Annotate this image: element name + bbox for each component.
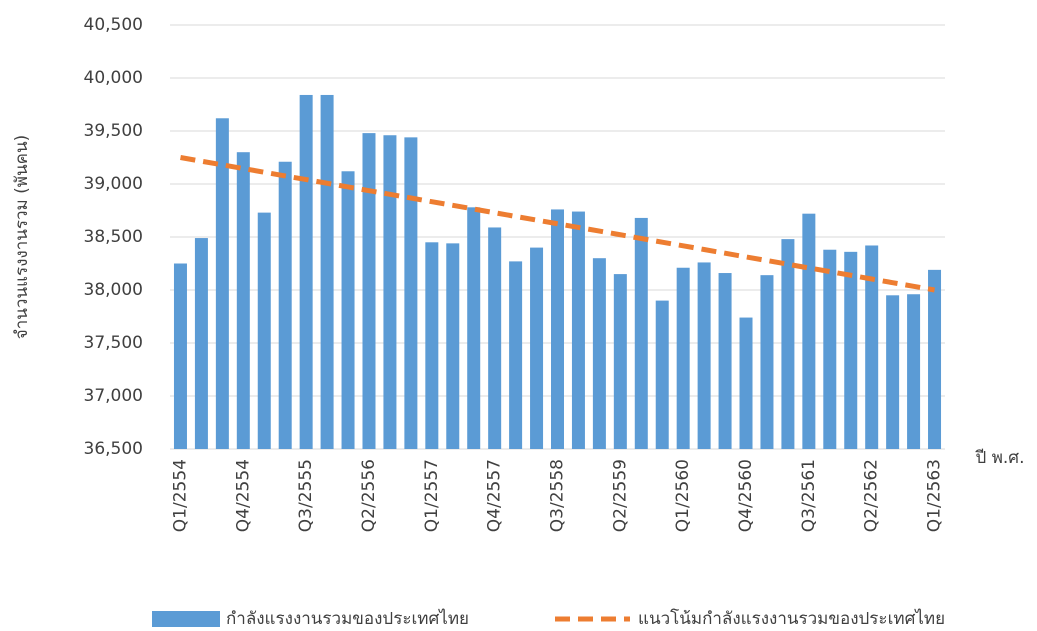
bar — [467, 207, 481, 449]
bar — [341, 171, 355, 449]
x-tick-label: Q2/2562 — [862, 459, 882, 532]
bar — [844, 251, 858, 449]
bar — [781, 239, 795, 449]
x-tick-label: Q3/2558 — [548, 459, 568, 532]
bar — [802, 213, 816, 449]
legend-label: แนวโน้มกำลังแรงงานรวมของประเทศไทย — [638, 608, 945, 627]
y-axis-label: จำนวนแรงงานรวม (พันคน) — [12, 135, 32, 340]
bar — [530, 247, 544, 449]
x-tick-label: Q1/2560 — [673, 459, 693, 532]
bar — [655, 300, 669, 449]
y-tick-label: 40,500 — [84, 15, 143, 35]
x-tick-label: Q4/2557 — [485, 459, 505, 532]
bar — [634, 217, 648, 449]
x-axis-label: ปี พ.ศ. — [975, 448, 1025, 468]
x-tick-label: Q1/2557 — [422, 459, 442, 532]
trend-line — [180, 155, 935, 293]
bar — [278, 161, 292, 450]
bar — [173, 263, 187, 449]
bar — [299, 94, 313, 450]
bar — [236, 152, 250, 449]
x-tick-label: Q4/2560 — [736, 459, 756, 532]
bar — [865, 245, 879, 449]
bar — [697, 262, 711, 449]
bar — [886, 295, 900, 449]
bar — [362, 133, 376, 449]
y-tick-label: 37,000 — [84, 386, 143, 406]
bar — [928, 269, 942, 449]
bar — [718, 273, 732, 449]
bar — [404, 137, 418, 450]
y-tick-label: 37,500 — [84, 333, 143, 353]
bar — [194, 238, 208, 449]
y-tick-label: 38,500 — [84, 227, 143, 247]
x-tick-label: Q3/2561 — [799, 459, 819, 532]
bar — [215, 118, 229, 449]
bar — [320, 94, 334, 450]
y-tick-label: 36,500 — [84, 439, 143, 459]
bar — [509, 261, 523, 449]
bar — [592, 258, 606, 449]
bar — [907, 294, 921, 449]
y-tick-label: 38,000 — [84, 280, 143, 300]
bar — [257, 212, 271, 449]
bar — [571, 211, 585, 449]
legend-swatch — [152, 611, 220, 627]
x-tick-label: Q4/2554 — [233, 459, 253, 532]
bar — [613, 274, 627, 449]
legend-label: กำลังแรงงานรวมของประเทศไทย — [226, 608, 469, 627]
x-tick-label: Q2/2559 — [610, 459, 630, 532]
bar — [739, 317, 753, 449]
bar — [425, 242, 439, 449]
bar — [551, 209, 564, 449]
x-tick-label: Q1/2554 — [170, 459, 190, 532]
y-tick-label: 40,000 — [84, 68, 143, 88]
bar — [760, 275, 774, 449]
y-tick-label: 39,000 — [84, 174, 143, 194]
bar — [488, 227, 502, 449]
bar — [676, 267, 690, 449]
x-tick-label: Q3/2555 — [296, 459, 316, 532]
bar — [823, 249, 837, 449]
bar — [383, 135, 397, 450]
x-tick-label: Q1/2563 — [925, 459, 945, 532]
x-tick-label: Q2/2556 — [359, 459, 379, 532]
bar — [446, 243, 460, 449]
y-tick-label: 39,500 — [84, 121, 143, 141]
